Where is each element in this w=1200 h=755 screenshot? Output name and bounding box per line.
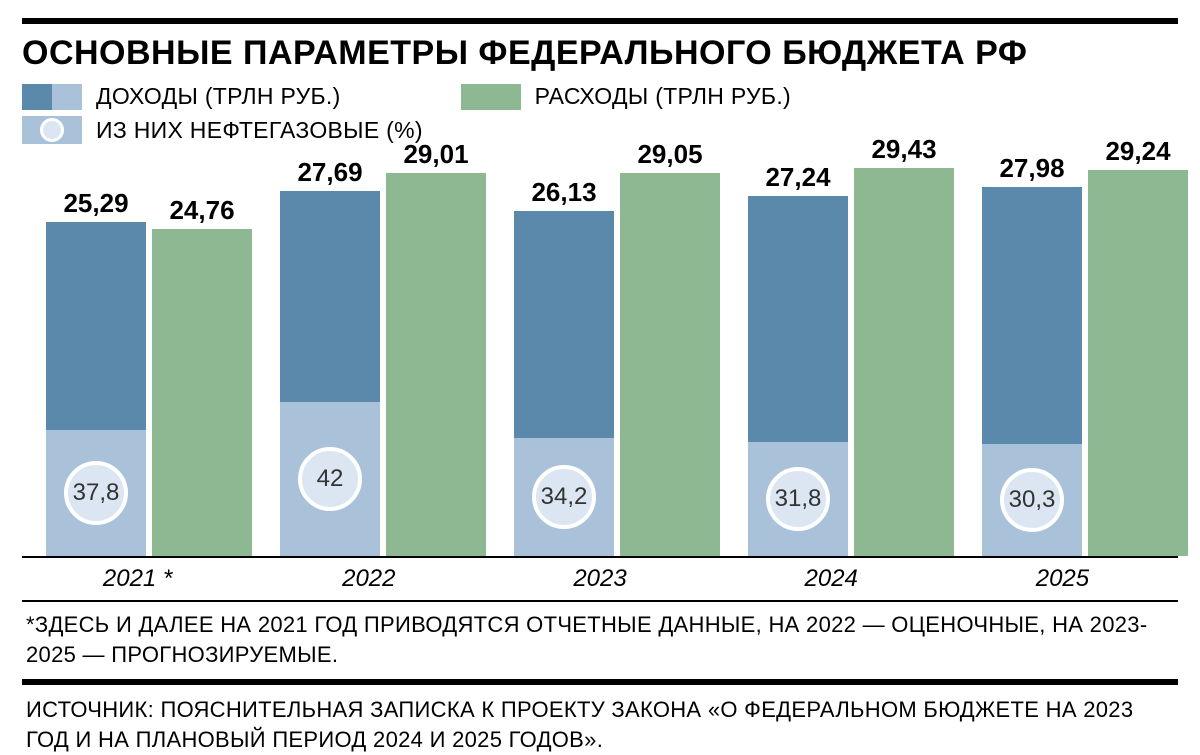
income-bar: 27,2431,8 xyxy=(748,196,848,556)
income-bar-bottom: 31,8 xyxy=(748,442,848,556)
expense-bar: 29,24 xyxy=(1088,170,1188,556)
expense-bar: 24,76 xyxy=(152,229,252,556)
footnote-box: *ЗДЕСЬ И ДАЛЕЕ НА 2021 ГОД ПРИВОДЯТСЯ ОТ… xyxy=(22,602,1178,685)
oilgas-value-label: 31,8 xyxy=(775,485,822,513)
legend-row-1: ДОХОДЫ (ТРЛН РУБ.) РАСХОДЫ (ТРЛН РУБ.) xyxy=(22,83,1178,110)
income-bar-top xyxy=(748,196,848,441)
oilgas-circle: 42 xyxy=(298,447,362,511)
bar-group: 27,694229,01 xyxy=(280,173,486,556)
footnote-text: *ЗДЕСЬ И ДАЛЕЕ НА 2021 ГОД ПРИВОДЯТСЯ ОТ… xyxy=(26,610,1174,669)
bar-group: 25,2937,824,76 xyxy=(46,222,252,556)
expense-bar: 29,43 xyxy=(854,168,954,556)
bar-group: 26,1334,229,05 xyxy=(514,173,720,556)
x-axis-label: 2025 xyxy=(947,565,1178,593)
x-axis: 2021 *2022202320242025 xyxy=(22,558,1178,602)
legend-item-expense: РАСХОДЫ (ТРЛН РУБ.) xyxy=(461,83,791,110)
income-bar: 25,2937,8 xyxy=(46,222,146,556)
income-swatch xyxy=(22,84,82,110)
oilgas-swatch xyxy=(22,116,82,144)
income-bar-top xyxy=(280,191,380,403)
income-bar-top xyxy=(982,187,1082,444)
income-bar-top xyxy=(514,211,614,438)
income-bar: 26,1334,2 xyxy=(514,211,614,556)
oilgas-circle: 31,8 xyxy=(766,467,830,531)
income-value-label: 27,69 xyxy=(297,157,362,188)
oilgas-circle: 34,2 xyxy=(532,465,596,529)
bar-group: 27,2431,829,43 xyxy=(748,168,954,556)
income-bar-bottom: 42 xyxy=(280,402,380,556)
expense-value-label: 29,24 xyxy=(1105,136,1170,167)
x-axis-label: 2023 xyxy=(484,565,715,593)
oilgas-value-label: 34,2 xyxy=(541,483,588,511)
income-value-label: 26,13 xyxy=(531,177,596,208)
oilgas-circle: 37,8 xyxy=(64,461,128,525)
legend-row-2: ИЗ НИХ НЕФТЕГАЗОВЫЕ (%) xyxy=(22,116,1178,144)
oilgas-value-label: 30,3 xyxy=(1009,486,1056,514)
income-bar-bottom: 37,8 xyxy=(46,430,146,556)
income-value-label: 27,98 xyxy=(999,153,1064,184)
page-title: ОСНОВНЫЕ ПАРАМЕТРЫ ФЕДЕРАЛЬНОГО БЮДЖЕТА … xyxy=(22,34,1178,73)
income-value-label: 27,24 xyxy=(765,162,830,193)
income-bar-bottom: 30,3 xyxy=(982,444,1082,556)
expense-bar: 29,01 xyxy=(386,173,486,556)
legend: ДОХОДЫ (ТРЛН РУБ.) РАСХОДЫ (ТРЛН РУБ.) И… xyxy=(22,83,1178,144)
x-axis-label: 2022 xyxy=(253,565,484,593)
expense-value-label: 24,76 xyxy=(169,195,234,226)
income-bar-bottom: 34,2 xyxy=(514,438,614,556)
income-value-label: 25,29 xyxy=(63,188,128,219)
expense-bar: 29,05 xyxy=(620,173,720,556)
oilgas-circle: 30,3 xyxy=(1000,468,1064,532)
legend-item-oilgas: ИЗ НИХ НЕФТЕГАЗОВЫЕ (%) xyxy=(22,116,423,144)
legend-oilgas-label: ИЗ НИХ НЕФТЕГАЗОВЫЕ (%) xyxy=(96,117,423,144)
expense-value-label: 29,05 xyxy=(637,139,702,170)
x-axis-label: 2024 xyxy=(716,565,947,593)
expense-value-label: 29,01 xyxy=(403,139,468,170)
legend-item-income: ДОХОДЫ (ТРЛН РУБ.) xyxy=(22,83,341,110)
legend-expense-label: РАСХОДЫ (ТРЛН РУБ.) xyxy=(535,83,791,110)
oilgas-value-label: 42 xyxy=(317,465,344,493)
chart-area: 25,2937,824,7627,694229,0126,1334,229,05… xyxy=(22,162,1178,558)
x-axis-label: 2021 * xyxy=(22,565,253,593)
oilgas-value-label: 37,8 xyxy=(73,479,120,507)
expense-swatch xyxy=(461,84,521,110)
legend-income-label: ДОХОДЫ (ТРЛН РУБ.) xyxy=(96,83,341,110)
income-bar-top xyxy=(46,222,146,430)
source-text: ИСТОЧНИК: ПОЯСНИТЕЛЬНАЯ ЗАПИСКА К ПРОЕКТ… xyxy=(22,695,1178,754)
income-bar: 27,6942 xyxy=(280,191,380,557)
top-rule xyxy=(22,18,1178,24)
income-bar: 27,9830,3 xyxy=(982,187,1082,556)
bar-group: 27,9830,329,24 xyxy=(982,170,1188,556)
expense-value-label: 29,43 xyxy=(871,134,936,165)
